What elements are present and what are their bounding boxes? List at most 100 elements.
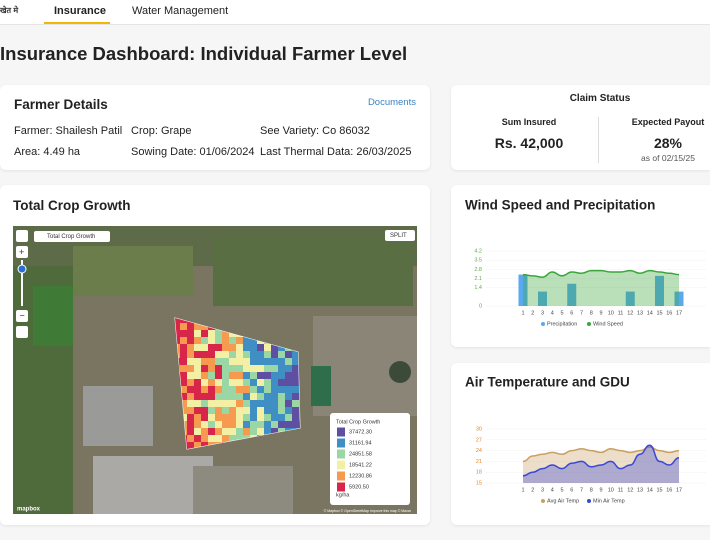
heat-cell [215, 330, 222, 337]
zoom-control[interactable]: + − [16, 230, 28, 338]
heat-cell [236, 379, 243, 386]
legend-label: 18541.22 [349, 462, 372, 468]
heat-cell [222, 379, 229, 386]
heat-cell [201, 344, 208, 351]
logo[interactable]: खेत मे [0, 6, 19, 15]
x-tick-label: 15 [656, 487, 662, 493]
claim-status-card: Claim Status Sum Insured Rs. 42,000 Expe… [451, 85, 710, 170]
temp-card: Air Temperature and GDU 15 18 21 24 27 30 1 2 3 4… [451, 363, 710, 525]
layer-select[interactable] [34, 231, 110, 242]
heat-cell [187, 372, 194, 379]
map[interactable]: Total Crop Growth SPLIT + − Total Crop G… [13, 226, 417, 514]
heat-cell [243, 393, 250, 400]
heat-cell [236, 351, 243, 358]
x-tick-label: 1 [521, 310, 524, 316]
heat-cell [222, 407, 229, 414]
heat-cell [215, 428, 222, 435]
x-tick-label: 13 [637, 310, 643, 316]
heat-cell [257, 407, 264, 414]
heat-cell [222, 330, 229, 337]
heat-cell [271, 400, 278, 407]
heat-cell [292, 393, 299, 400]
heat-cell [250, 365, 257, 372]
heat-cell [250, 386, 257, 393]
documents-link[interactable]: Documents [367, 97, 416, 108]
y-tick-label: 24 [476, 448, 482, 454]
heat-cell [201, 421, 208, 428]
x-tick-label: 10 [608, 310, 614, 316]
y-tick-label: 2.1 [474, 276, 482, 282]
legend-swatch [337, 449, 345, 459]
x-tick-label: 5 [560, 487, 563, 493]
legend-marker [541, 499, 545, 503]
heat-cell [264, 400, 271, 407]
heat-cell [180, 318, 187, 323]
heat-cell [264, 393, 271, 400]
heat-cell [208, 365, 215, 372]
divider [598, 117, 599, 163]
field: Area: 4.49 ha [14, 146, 81, 158]
x-tick-label: 12 [627, 310, 633, 316]
heat-cell [285, 421, 292, 428]
heat-cell [292, 400, 299, 407]
heat-cell [285, 365, 292, 372]
heat-cell [285, 407, 292, 414]
heat-cell [271, 372, 278, 379]
farmer-details-card: Farmer Details Documents Farmer: Shailes… [0, 85, 430, 170]
heat-cell [257, 421, 264, 428]
heat-cell [187, 344, 194, 351]
heat-cell [243, 337, 250, 344]
heat-cell [285, 414, 292, 421]
heat-cell [194, 351, 201, 358]
heat-cell [243, 428, 250, 435]
heat-cell [201, 372, 208, 379]
tab-underline [44, 22, 110, 24]
heat-cell [250, 337, 257, 344]
x-tick-label: 2 [531, 487, 534, 493]
heat-cell [187, 358, 194, 365]
heat-cell [299, 414, 300, 421]
heat-cell [299, 407, 300, 414]
field: Sowing Date: 01/06/2024 [131, 146, 255, 158]
heat-cell [201, 386, 208, 393]
heat-cell [278, 400, 285, 407]
heat-cell [208, 358, 215, 365]
heat-cell [194, 442, 201, 449]
x-tick-label: 9 [599, 310, 602, 316]
split-label: SPLIT [390, 233, 407, 239]
heat-cell [285, 400, 292, 407]
heat-cell [285, 379, 292, 386]
nav-tab[interactable]: Water Management [132, 5, 229, 17]
heat-cell [257, 379, 264, 386]
heat-cell [271, 365, 278, 372]
x-tick-label: 5 [560, 310, 563, 316]
heat-cell [194, 421, 201, 428]
heat-cell [187, 393, 194, 400]
heat-cell [243, 421, 250, 428]
heat-cell [180, 400, 187, 407]
bar [538, 291, 547, 306]
heat-cell [222, 337, 229, 344]
heat-cell [229, 428, 236, 435]
heat-cell [194, 323, 201, 330]
heat-cell [194, 337, 201, 344]
wind-card: Wind Speed and Precipitation 0 1.4 2.1 2.8 3… [451, 185, 710, 347]
heat-cell [187, 337, 194, 344]
heat-cell [250, 428, 257, 435]
legend-label: Avg Air Temp [547, 498, 579, 504]
svg-text:+: + [19, 247, 24, 257]
heat-cell [257, 351, 264, 358]
heat-cell [180, 358, 187, 365]
y-tick-label: 4.2 [474, 248, 482, 254]
nav-tab[interactable]: Insurance [54, 5, 106, 17]
heat-cell [250, 421, 257, 428]
card-title: Total Crop Growth [13, 198, 131, 213]
split-button[interactable] [385, 230, 415, 241]
heat-cell [215, 414, 222, 421]
x-tick-label: 13 [637, 487, 643, 493]
heat-cell [229, 386, 236, 393]
heat-cell [271, 407, 278, 414]
x-tick-label: 14 [647, 487, 653, 493]
x-tick-label: 16 [666, 487, 672, 493]
heat-cell [180, 386, 187, 393]
